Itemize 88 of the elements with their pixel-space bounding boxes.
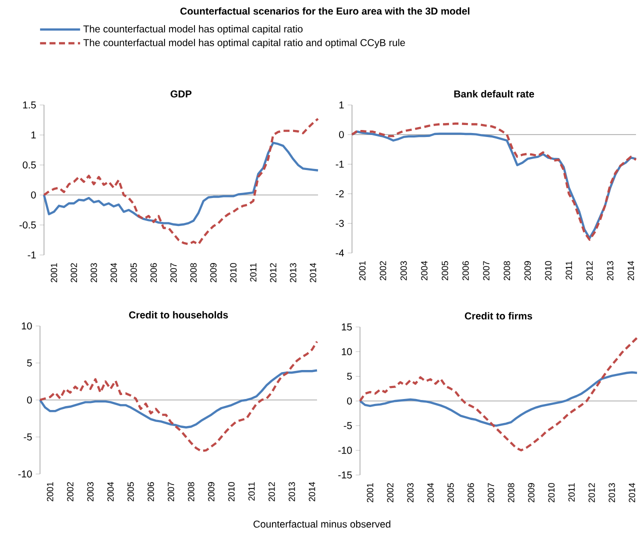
y-tick-label: 1 — [31, 132, 36, 138]
x-tick-label: 2013 — [290, 263, 296, 282]
x-tick-label: 2002 — [70, 263, 78, 282]
x-tick-label: 2008 — [188, 482, 194, 502]
x-tick-label: 2008 — [190, 263, 197, 282]
x-tick-label: 2014 — [628, 483, 636, 502]
x-tick-label: 2006 — [148, 482, 154, 502]
x-tick-label: 2003 — [400, 261, 407, 280]
x-tick-label: 2011 — [248, 482, 255, 501]
x-tick-label: 2009 — [524, 261, 531, 280]
y-tick-label: -3 — [336, 220, 344, 227]
x-tick-label: 2007 — [168, 482, 174, 502]
x-tick-label: 2013 — [607, 261, 614, 280]
x-tick-label: 2012 — [586, 261, 593, 280]
y-tick-label: 15 — [342, 324, 352, 330]
x-tick-label: 2011 — [566, 261, 572, 280]
y-tick-label: -10 — [338, 446, 352, 454]
x-tick-label: 2001 — [366, 483, 374, 502]
y-tick-label: 0 — [31, 191, 36, 199]
x-tick-label: 2005 — [127, 482, 134, 502]
x-tick-label: 2006 — [150, 263, 157, 282]
y-tick-label: -4 — [336, 250, 344, 256]
y-tick-label: -1 — [28, 252, 36, 258]
x-tick-label: 2009 — [210, 263, 217, 282]
text: Counterfactual minus observed — [254, 520, 390, 528]
y-tick-label: 5 — [27, 360, 32, 366]
x-tick-label: 2001 — [359, 261, 366, 280]
x-tick-label: 2002 — [380, 261, 386, 280]
y-tick-label: -15 — [338, 472, 352, 478]
x-tick-label: 2012 — [268, 482, 275, 502]
x-tick-label: 2011 — [250, 263, 256, 282]
y-tick-label: -2 — [336, 190, 344, 198]
y-tick-label: -0.5 — [20, 221, 36, 229]
x-tick-label: 2013 — [288, 482, 296, 502]
chart-title: GDP — [170, 90, 192, 98]
x-tick-label: 2012 — [270, 263, 276, 282]
x-tick-label: 2003 — [407, 483, 414, 502]
y-tick-label: 1 — [339, 102, 344, 108]
chart-title: Credit to firms — [464, 312, 532, 320]
x-tick-label: 2005 — [442, 261, 448, 280]
x-tick-label: 2002 — [67, 482, 74, 502]
text: Counterfactual scenarios for the Euro area with the 3D model — [180, 7, 470, 15]
x-tick-label: 2005 — [130, 263, 137, 282]
y-tick-label: 10 — [22, 322, 32, 330]
x-tick-label: 2004 — [421, 261, 428, 280]
x-tick-label: 2010 — [548, 483, 555, 502]
y-tick-label: 0 — [339, 131, 344, 138]
x-tick-label: 2001 — [46, 482, 54, 502]
y-tick-label: -1 — [336, 160, 344, 168]
x-tick-label: 2001 — [50, 263, 58, 282]
y-tick-label: 0.5 — [22, 161, 36, 169]
x-tick-label: 2007 — [483, 261, 490, 280]
x-tick-label: 2011 — [568, 483, 575, 502]
x-tick-label: 2014 — [628, 261, 634, 280]
y-tick-label: 0 — [27, 396, 32, 404]
legend-label: The counterfactual model has optimal capital ratio and optimal CCyB rule — [83, 38, 405, 48]
x-tick-label: 2003 — [90, 263, 98, 282]
y-tick-label: -5 — [344, 422, 352, 430]
chart-title: Bank default rate — [454, 90, 534, 98]
x-tick-label: 2006 — [468, 483, 474, 502]
x-tick-label: 2008 — [508, 483, 514, 502]
x-tick-label: 2010 — [545, 261, 552, 280]
x-tick-label: 2004 — [427, 483, 434, 502]
legend-label: The counterfactual model has optimal capital ratio — [83, 25, 303, 34]
y-tick-label: 10 — [342, 348, 352, 356]
x-tick-label: 2005 — [447, 483, 454, 502]
x-tick-label: 2009 — [528, 483, 534, 502]
x-tick-label: 2012 — [588, 483, 595, 502]
x-tick-label: 2007 — [170, 263, 177, 282]
x-tick-label: 2002 — [387, 483, 394, 502]
x-tick-label: 2008 — [504, 261, 510, 280]
x-tick-label: 2009 — [208, 482, 214, 502]
x-tick-label: 2003 — [87, 482, 94, 502]
x-tick-label: 2014 — [310, 263, 316, 282]
y-tick-label: -5 — [24, 434, 32, 440]
x-tick-label: 2013 — [608, 483, 616, 502]
x-tick-label: 2007 — [488, 483, 494, 502]
chart-title: Credit to households — [129, 311, 228, 318]
x-tick-label: 2014 — [308, 482, 316, 502]
x-tick-label: 2006 — [462, 261, 469, 280]
x-tick-label: 2010 — [228, 482, 235, 502]
x-tick-label: 2004 — [110, 263, 117, 282]
x-tick-label: 2004 — [107, 482, 114, 502]
x-tick-label: 2010 — [230, 263, 236, 282]
y-tick-label: 1.5 — [23, 102, 36, 108]
y-tick-label: 5 — [347, 372, 352, 380]
y-tick-label: -10 — [18, 470, 32, 478]
y-tick-label: 0 — [347, 397, 352, 405]
